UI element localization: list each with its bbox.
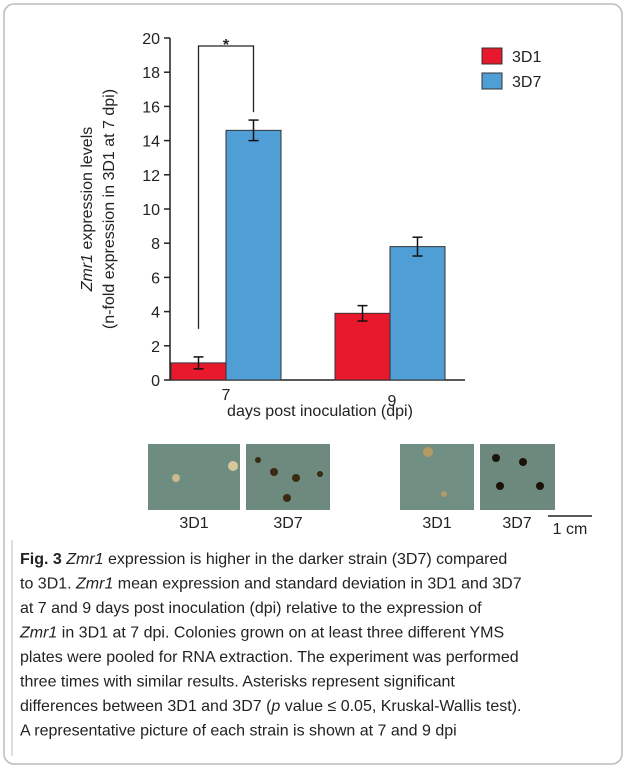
y-tick-label: 8 bbox=[151, 236, 160, 253]
y-tick-label: 14 bbox=[142, 134, 160, 151]
text-run: expression levels bbox=[79, 127, 96, 254]
text-run: (n-fold expression in 3D1 at 7 dpi) bbox=[101, 89, 118, 329]
x-tick-label: 7 bbox=[222, 387, 231, 404]
y-tick-label: 6 bbox=[151, 270, 160, 287]
text-run: plates were pooled for RNA extraction. T… bbox=[20, 649, 519, 666]
photo-label: 3D7 bbox=[502, 515, 531, 532]
y-tick-label: 12 bbox=[142, 168, 160, 185]
text-run: Zmr1 bbox=[79, 254, 96, 292]
x-axis-label: days post inoculation (dpi) bbox=[227, 403, 413, 420]
colony bbox=[228, 461, 238, 471]
caption-line: plates were pooled for RNA extraction. T… bbox=[20, 649, 519, 666]
x-tick-label: 9 bbox=[388, 393, 397, 410]
bar bbox=[390, 247, 445, 380]
text-run: Zmr1 bbox=[65, 551, 103, 568]
text-run: three times with similar results. Asteri… bbox=[20, 674, 455, 691]
text-run: Fig. 3 bbox=[20, 551, 62, 568]
y-tick-label: 2 bbox=[151, 339, 160, 356]
colony bbox=[536, 482, 544, 490]
colony bbox=[283, 494, 291, 502]
y-tick-label: 0 bbox=[151, 373, 160, 390]
y-tick-label: 10 bbox=[142, 202, 160, 219]
plate-photo bbox=[480, 444, 555, 510]
legend-swatch bbox=[482, 73, 502, 89]
colony bbox=[172, 474, 180, 482]
legend-swatch bbox=[482, 48, 502, 64]
text-run: Zmr1 bbox=[19, 625, 57, 642]
y-label-line: Zmr1 expression levels bbox=[79, 127, 96, 293]
text-run: p bbox=[270, 698, 280, 715]
y-tick-label: 4 bbox=[151, 305, 160, 322]
scale-label: 1 cm bbox=[553, 521, 588, 538]
legend-label: 3D7 bbox=[512, 74, 541, 91]
text-run: expression is higher in the darker strai… bbox=[104, 551, 508, 568]
caption-line: three times with similar results. Asteri… bbox=[20, 674, 455, 691]
colony bbox=[423, 447, 433, 457]
text-run: mean expression and standard deviation i… bbox=[113, 576, 521, 593]
y-label-line: (n-fold expression in 3D1 at 7 dpi) bbox=[101, 89, 118, 329]
y-tick-label: 18 bbox=[142, 65, 160, 82]
colony bbox=[441, 491, 447, 497]
caption-line: Zmr1 in 3D1 at 7 dpi. Colonies grown on … bbox=[19, 625, 504, 642]
caption-line: Fig. 3 Zmr1 expression is higher in the … bbox=[20, 551, 507, 568]
text-run: differences between 3D1 and 3D7 ( bbox=[20, 698, 272, 715]
colony bbox=[317, 471, 323, 477]
text-run: A representative picture of each strain … bbox=[20, 723, 457, 740]
text-run: value ≤ 0.05, Kruskal-Wallis test). bbox=[280, 698, 521, 715]
text-run: at 7 and 9 days post inoculation (dpi) r… bbox=[20, 600, 482, 617]
colony bbox=[496, 482, 504, 490]
caption-line: A representative picture of each strain … bbox=[20, 723, 457, 740]
y-tick-label: 20 bbox=[142, 31, 160, 48]
bar bbox=[335, 313, 390, 380]
photo-label: 3D1 bbox=[179, 515, 208, 532]
photo-label: 3D7 bbox=[273, 515, 302, 532]
caption-line: at 7 and 9 days post inoculation (dpi) r… bbox=[20, 600, 482, 617]
caption-line: differences between 3D1 and 3D7 (p value… bbox=[20, 698, 521, 715]
colony bbox=[292, 474, 300, 482]
colony bbox=[519, 458, 527, 466]
figure: 0 2 4 6 8 10 12 14 16 18 20 Zmr1 expression levels (… bbox=[0, 0, 627, 770]
y-tick-label: 16 bbox=[142, 99, 160, 116]
text-run: Zmr1 bbox=[75, 576, 113, 593]
significance-mark: * bbox=[223, 37, 230, 54]
text-run: in 3D1 at 7 dpi. Colonies grown on at le… bbox=[57, 625, 504, 642]
colony bbox=[255, 457, 261, 463]
colony bbox=[492, 454, 500, 462]
plate-photo bbox=[148, 444, 240, 510]
plate-photo bbox=[400, 444, 474, 510]
legend-label: 3D1 bbox=[512, 49, 541, 66]
bar bbox=[226, 130, 281, 380]
text-run: to 3D1. bbox=[20, 576, 76, 593]
caption-line: to 3D1. Zmr1 mean expression and standar… bbox=[20, 576, 522, 593]
photo-label: 3D1 bbox=[422, 515, 451, 532]
colony bbox=[270, 468, 278, 476]
